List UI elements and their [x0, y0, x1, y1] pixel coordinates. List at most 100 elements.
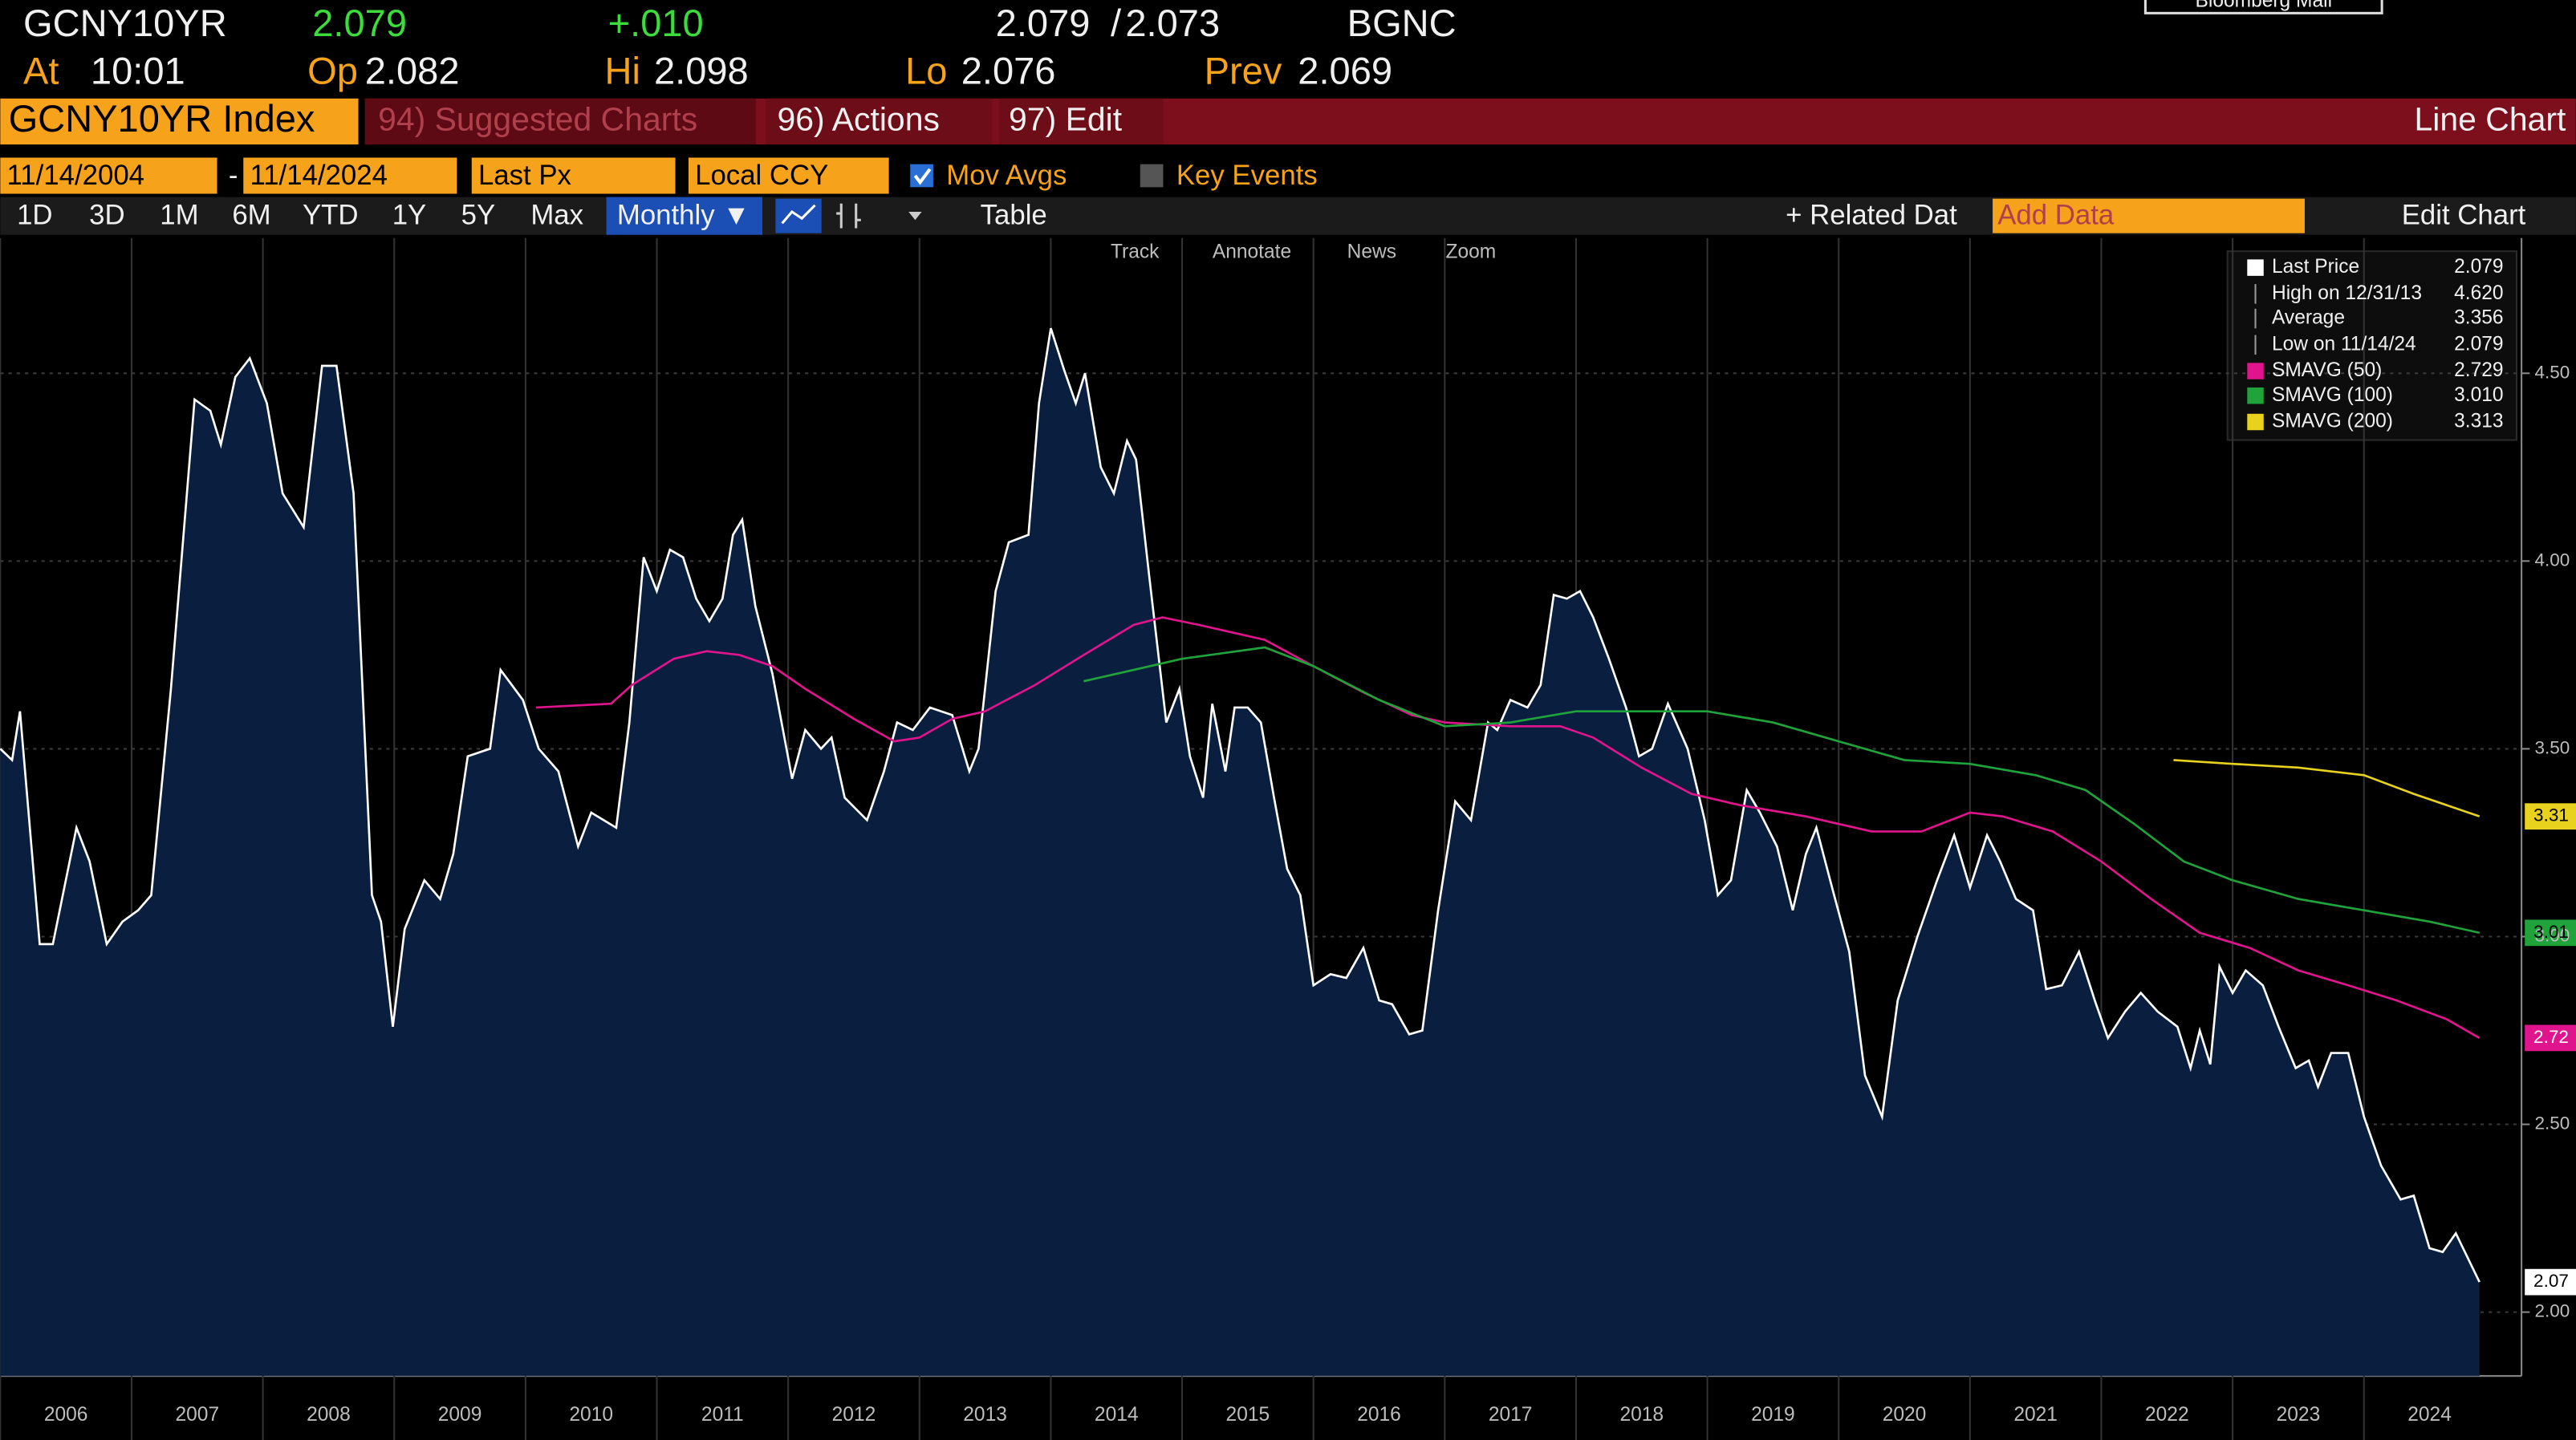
y-tick-label: 2.00: [2534, 1301, 2570, 1321]
x-tick-label: 2015: [1226, 1404, 1270, 1426]
edit[interactable]: 97) Edit: [1009, 100, 1123, 137]
period-button[interactable]: 5Y: [461, 200, 496, 230]
legend-value: 3.313: [2454, 410, 2503, 432]
legend-value: 3.010: [2454, 384, 2503, 406]
line-icon: [781, 204, 816, 225]
currency-box[interactable]: [688, 157, 889, 194]
axis-tag-label: 3.31: [2533, 805, 2569, 825]
time: 10:01: [91, 50, 185, 92]
period-button[interactable]: Max: [530, 200, 583, 230]
y-tick-label: 3.00: [2534, 925, 2570, 945]
x-tick-label: 2009: [438, 1404, 482, 1426]
ask: 2.073: [1125, 2, 1220, 44]
edit-button[interactable]: [998, 98, 1164, 145]
related-data[interactable]: + Related Dat: [1786, 200, 1957, 230]
y-tick-label: 2.50: [2534, 1113, 2570, 1133]
pricing-source: BGNC: [1347, 2, 1457, 44]
end-date-box[interactable]: [243, 157, 457, 194]
x-tick-label: 2020: [1883, 1404, 1927, 1426]
bar-icon[interactable]: [836, 203, 861, 229]
mov-avgs[interactable]: Mov Avgs: [946, 160, 1067, 191]
edit-chart[interactable]: Edit Chart: [2402, 200, 2526, 230]
security-box[interactable]: [0, 98, 359, 145]
date-separator: -: [229, 160, 238, 191]
legend-value: 4.620: [2454, 282, 2503, 304]
period-button[interactable]: 1Y: [392, 200, 427, 230]
x-tick-label: 2024: [2407, 1404, 2452, 1426]
suggested-charts[interactable]: 94) Suggested Charts: [378, 100, 697, 137]
open-label: Op: [307, 50, 358, 92]
suggested-button[interactable]: [364, 98, 756, 145]
chart-tool[interactable]: Zoom: [1445, 241, 1496, 263]
frequency-button[interactable]: [606, 197, 763, 235]
legend-label: High on 12/31/13: [2272, 282, 2422, 304]
table[interactable]: Table: [981, 200, 1047, 230]
axis-tag: [2525, 1024, 2576, 1052]
x-tick-label: 2014: [1095, 1404, 1139, 1426]
period-button[interactable]: 3D: [89, 200, 124, 230]
legend-value: 2.729: [2454, 359, 2503, 381]
chart-tool[interactable]: Annotate: [1213, 241, 1291, 263]
axis-tag-label: 2.07: [2533, 1271, 2569, 1291]
period-button[interactable]: 1D: [17, 200, 52, 230]
legend-swatch: [2247, 387, 2264, 404]
x-tick-label: 2016: [1357, 1404, 1401, 1426]
low-label: Lo: [905, 50, 947, 92]
bid-ask-separator: /: [1111, 2, 1122, 44]
actions-button[interactable]: [766, 98, 993, 145]
chart-type[interactable]: Line Chart: [2415, 100, 2566, 137]
mov-avgs-checkbox[interactable]: [910, 164, 933, 188]
x-tick-label: 2023: [2277, 1404, 2321, 1426]
frequency[interactable]: Monthly ▼: [617, 200, 750, 230]
start-date[interactable]: 11/14/2004: [7, 160, 145, 191]
dropdown-icon[interactable]: [908, 212, 922, 221]
x-tick-label: 2010: [569, 1404, 613, 1426]
currency[interactable]: Local CCY: [695, 160, 828, 191]
add-data[interactable]: Add Data: [1997, 200, 2115, 230]
key-events-checkbox[interactable]: [1140, 164, 1164, 188]
x-tick-label: 2013: [963, 1404, 1007, 1426]
x-tick-label: 2021: [2013, 1404, 2058, 1426]
axis-tag: [2525, 1268, 2576, 1296]
x-tick-label: 2007: [175, 1404, 219, 1426]
time-label: At: [23, 50, 59, 92]
legend-swatch: [2247, 259, 2264, 276]
period-button[interactable]: YTD: [303, 200, 359, 230]
net-change: +.010: [608, 2, 704, 44]
prev: 2.069: [1298, 50, 1392, 92]
key-events[interactable]: Key Events: [1176, 160, 1318, 191]
chart-tool[interactable]: News: [1347, 241, 1396, 263]
period-button[interactable]: 6M: [232, 200, 270, 230]
axis-tag: [2525, 803, 2576, 830]
low: 2.076: [961, 50, 1056, 92]
x-tick-label: 2012: [832, 1404, 876, 1426]
open: 2.082: [365, 50, 460, 92]
field[interactable]: Last Px: [478, 160, 572, 191]
legend-label: Low on 11/14/24: [2272, 333, 2416, 355]
x-tick-label: 2018: [1619, 1404, 1664, 1426]
period-button[interactable]: 1M: [160, 200, 198, 230]
prev-label: Prev: [1205, 50, 1282, 92]
mail-label[interactable]: Bloomberg Mail: [2195, 0, 2332, 12]
x-axis-band: [0, 1376, 2576, 1440]
security[interactable]: GCNY10YR Index: [9, 97, 315, 140]
check-mark: [913, 168, 932, 185]
axis-tag-label: 3.01: [2533, 922, 2569, 942]
high: 2.098: [654, 50, 749, 92]
legend-label: SMAVG (200): [2272, 410, 2393, 432]
series-line: [0, 327, 2481, 1283]
series-line: [2173, 759, 2481, 817]
legend-label: SMAVG (50): [2272, 359, 2382, 381]
add-data-box[interactable]: [1993, 198, 2305, 233]
x-tick-label: 2006: [44, 1404, 88, 1426]
actions[interactable]: 96) Actions: [777, 100, 939, 137]
field-box[interactable]: [471, 157, 676, 194]
price-area: [0, 328, 2480, 1377]
x-tick-label: 2022: [2145, 1404, 2189, 1426]
end-date[interactable]: 11/14/2024: [250, 160, 388, 191]
chart-tool[interactable]: Track: [1111, 241, 1160, 263]
start-date-box[interactable]: [0, 157, 217, 194]
mail-button[interactable]: [2143, 0, 2383, 14]
legend-box: [2226, 250, 2517, 441]
